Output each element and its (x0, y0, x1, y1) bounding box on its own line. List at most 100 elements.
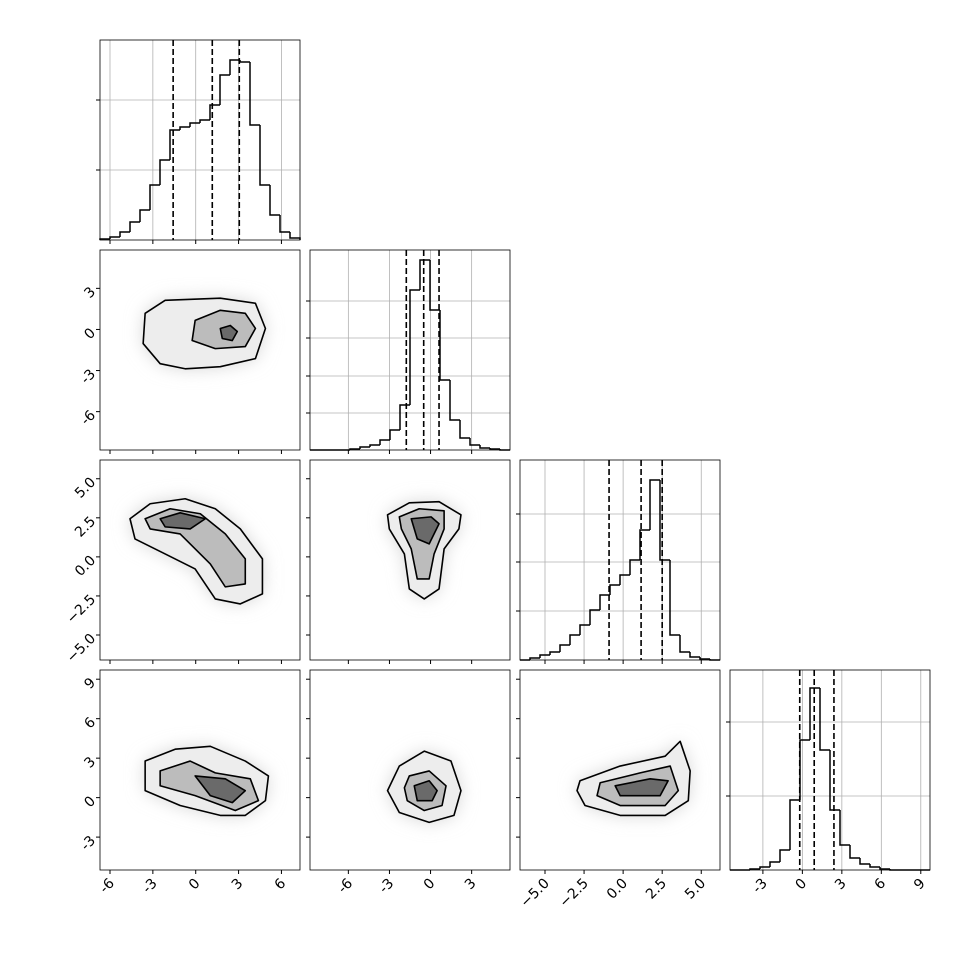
panel-border (99, 459, 301, 661)
histogram-bin (159, 159, 170, 185)
contour (144, 507, 247, 588)
y-tick-label: 9 (81, 675, 99, 693)
panel-border (99, 669, 301, 871)
histogram-bin (489, 448, 500, 450)
histogram-bin (559, 644, 570, 652)
x-tick-label: −2.5 (557, 876, 592, 911)
contour (194, 775, 247, 804)
histogram-bin (669, 560, 680, 636)
x-tick-label: 6 (272, 875, 290, 893)
histogram-bin (459, 420, 470, 439)
histogram-bin (109, 236, 120, 239)
y-tick-label: 3 (81, 284, 99, 302)
histogram-bin (149, 184, 160, 210)
histogram-bin (759, 866, 770, 869)
histogram-bin (609, 584, 620, 595)
y-tick-label: -3 (78, 366, 99, 387)
histogram-bin (479, 445, 490, 449)
y-tick-label: −5.0 (64, 631, 99, 666)
histogram-bin (359, 446, 370, 449)
histogram-bin (789, 799, 800, 850)
x-tick-label: -3 (139, 876, 160, 897)
histogram-bin (699, 657, 710, 660)
histogram-bin (449, 380, 460, 421)
histogram-bin (119, 231, 130, 237)
histogram-bin (779, 849, 790, 862)
histogram-bin (769, 861, 780, 867)
histogram-bin (219, 74, 230, 105)
histogram-bin (849, 845, 860, 859)
x-tick-label: 5.0 (682, 876, 709, 903)
x-tick-label: -3 (376, 876, 397, 897)
histogram-bin (829, 750, 840, 811)
histogram-bin (569, 634, 580, 645)
histogram-bin (259, 125, 270, 186)
histogram-bin (539, 654, 550, 658)
histogram-bin (819, 688, 830, 751)
panel-border (729, 669, 931, 871)
histogram-bin (439, 310, 450, 381)
histogram-bin (469, 438, 480, 446)
histogram-bin (209, 104, 220, 120)
histogram-bin (379, 439, 390, 445)
histogram-bin (279, 215, 290, 233)
histogram-bin (139, 209, 150, 222)
contour (159, 512, 207, 530)
y-tick-label: 0 (81, 793, 99, 811)
y-tick-label: 0 (81, 325, 99, 343)
x-tick-label: 0 (186, 876, 204, 894)
x-tick-label: −5.0 (517, 876, 552, 911)
histogram-bin (269, 185, 280, 216)
panel-border (99, 39, 301, 241)
histogram-bin (179, 126, 190, 130)
histogram-bin (229, 59, 240, 75)
histogram-bin (429, 260, 440, 311)
histogram-bin (659, 480, 670, 561)
x-tick-label: 0.0 (604, 876, 631, 903)
contour (614, 778, 669, 797)
histogram-bin (689, 652, 700, 658)
histogram-bin (389, 429, 400, 440)
histogram-bin (529, 657, 540, 660)
panel-border (309, 669, 511, 871)
histogram-bin (879, 867, 890, 870)
x-tick-label: 3 (462, 876, 480, 894)
x-tick-label: 3 (832, 876, 850, 894)
histogram-bin (189, 122, 200, 127)
histogram-bin (589, 609, 600, 625)
histogram-bin (169, 129, 180, 160)
panel-frame (520, 460, 720, 660)
panel-border (309, 459, 511, 661)
panel-border (99, 249, 301, 451)
histogram-bin (839, 810, 850, 846)
histogram-bin (639, 529, 650, 560)
histogram-bin (579, 624, 590, 635)
histogram-bin (249, 62, 260, 126)
histogram-bin (129, 221, 140, 232)
panel-border (519, 669, 721, 871)
contour (410, 516, 440, 545)
y-tick-label: -6 (78, 407, 99, 428)
histogram-bin (409, 289, 420, 405)
histogram-bin (199, 119, 210, 123)
histogram-bin (869, 864, 880, 868)
panel-border (309, 249, 511, 451)
histogram-bin (369, 444, 380, 447)
histogram-bin (549, 651, 560, 655)
panel-frame (100, 40, 300, 240)
y-tick-label: 2.5 (72, 514, 99, 541)
x-tick-label: -3 (750, 876, 771, 897)
contour (219, 324, 239, 342)
x-tick-label: 0 (793, 876, 811, 894)
y-tick-label: -3 (78, 833, 99, 854)
histogram-bin (619, 574, 630, 585)
x-tick-label: 9 (911, 876, 929, 894)
x-tick-label: -6 (335, 875, 356, 896)
histogram-bin (629, 559, 640, 575)
x-tick-label: 3 (229, 876, 247, 894)
y-tick-label: 3 (81, 754, 99, 772)
x-tick-label: 0 (421, 876, 439, 894)
x-tick-label: 6 (872, 875, 890, 893)
y-tick-label: 6 (81, 714, 99, 732)
